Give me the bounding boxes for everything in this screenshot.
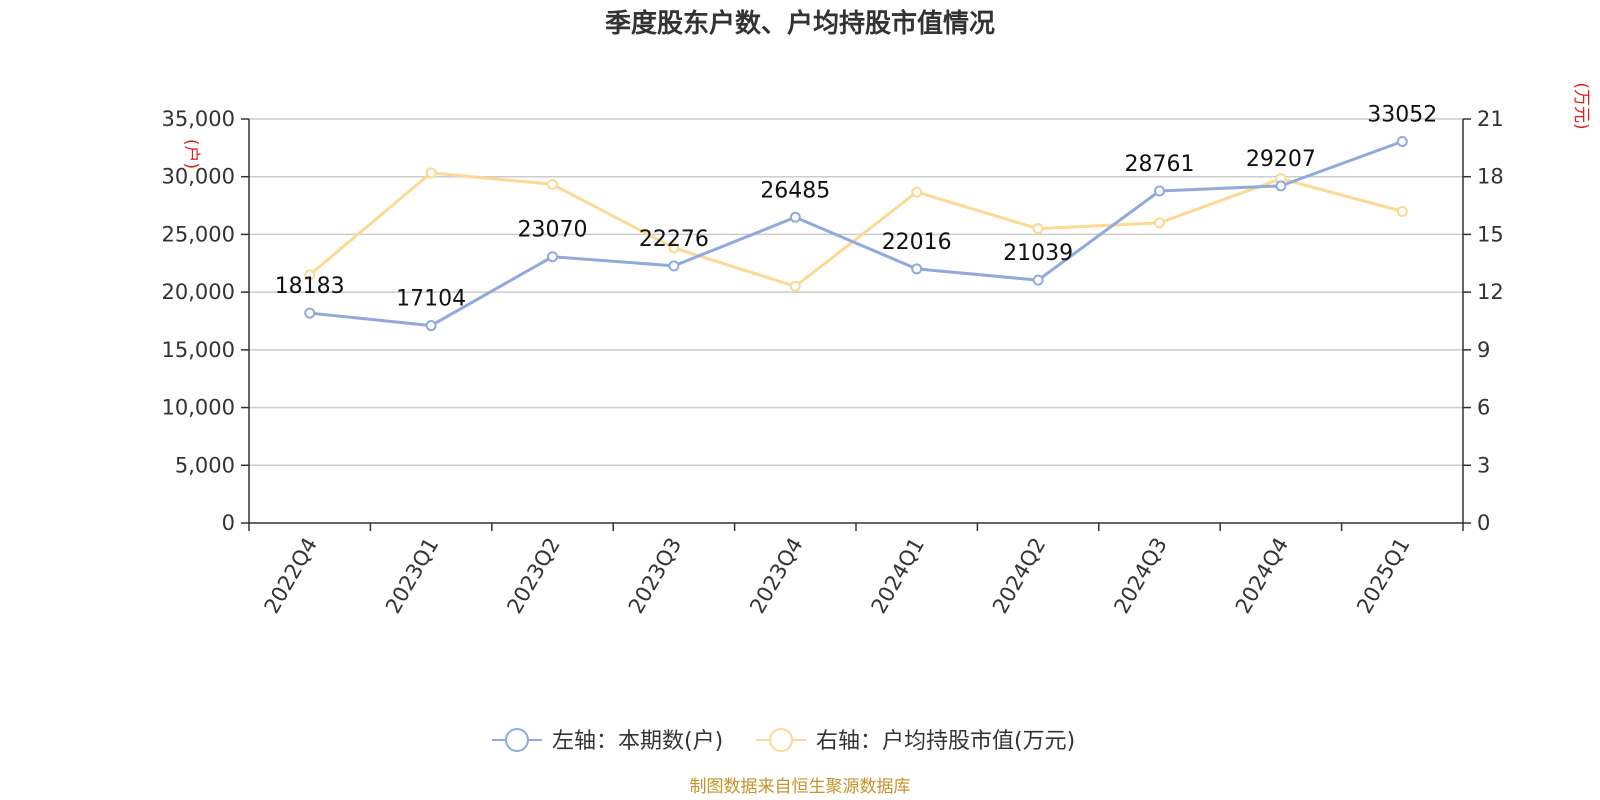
left-tick-label: 10,000 xyxy=(162,396,235,420)
legend: 左轴：本期数(户) 右轴：户均持股市值(万元) xyxy=(492,728,1075,754)
data-label: 22276 xyxy=(639,227,709,252)
left-series-point xyxy=(911,263,923,275)
right-tick-label: 6 xyxy=(1477,396,1490,420)
data-label: 18183 xyxy=(275,274,345,299)
left-series-point xyxy=(1396,135,1408,147)
left-series-point xyxy=(1032,274,1044,286)
left-series-point xyxy=(425,320,437,332)
left-series-line xyxy=(309,140,1403,328)
right-series-point xyxy=(789,280,801,292)
right-series-point xyxy=(911,186,923,198)
right-tick-label: 0 xyxy=(1477,511,1490,535)
data-label: 28761 xyxy=(1125,152,1195,177)
right-series-point xyxy=(1154,217,1165,229)
left-tick-label: 25,000 xyxy=(162,222,235,246)
data-label: 17104 xyxy=(396,287,466,312)
right-series-point xyxy=(425,167,437,179)
right-series-point xyxy=(304,269,316,281)
left-tick-label: 0 xyxy=(222,511,235,535)
left-series-point xyxy=(547,251,558,263)
left-tick-label: 30,000 xyxy=(162,165,235,189)
left-series-point xyxy=(304,307,316,319)
x-tick-label: 2025Q1 xyxy=(1352,534,1414,618)
chart-title: 季度股东户数、户均持股市值情况 xyxy=(605,8,995,39)
right-tick-label: 21 xyxy=(1477,107,1504,131)
x-tick-label: 2022Q4 xyxy=(260,534,322,618)
data-label: 29207 xyxy=(1246,147,1316,172)
data-labels: 18183 17104 23070 22276 26485 22016 21039 28761… xyxy=(275,102,1438,311)
right-series-point xyxy=(668,242,680,254)
right-tick-label: 3 xyxy=(1477,453,1490,477)
right-series-line xyxy=(308,171,1403,288)
left-series-point xyxy=(1275,180,1287,192)
left-series-point xyxy=(1154,185,1165,197)
x-tick-label: 2024Q4 xyxy=(1231,534,1293,618)
data-label: 23070 xyxy=(518,218,588,243)
left-tick-label: 35,000 xyxy=(162,107,235,131)
x-tick-label: 2023Q1 xyxy=(381,534,443,618)
x-tick-label: 2024Q1 xyxy=(867,534,929,618)
legend-item-left-series[interactable]: 左轴：本期数(户) xyxy=(492,728,723,754)
x-tick-label: 2024Q3 xyxy=(1109,534,1171,618)
right-tick-label: 15 xyxy=(1477,222,1504,246)
right-tick-label: 18 xyxy=(1477,165,1504,189)
right-series-point xyxy=(547,178,558,190)
right-series-point xyxy=(1032,223,1044,235)
data-source-note: 制图数据来自恒生聚源数据库 xyxy=(690,777,911,797)
x-tick-label: 2023Q3 xyxy=(624,534,686,618)
legend-label-left-series: 左轴：本期数(户) xyxy=(552,729,723,754)
left-tick-label: 15,000 xyxy=(162,338,235,362)
right-axis-unit: (万元) xyxy=(1571,82,1591,129)
grid-lines xyxy=(249,118,1463,467)
x-tick-label: 2023Q4 xyxy=(745,534,807,618)
right-tick-label: 9 xyxy=(1477,338,1490,362)
left-series-point xyxy=(789,211,801,223)
x-tick-label: 2024Q2 xyxy=(988,534,1050,618)
left-axis-unit: (户) xyxy=(181,139,201,169)
right-series-point xyxy=(1396,205,1408,217)
data-label: 26485 xyxy=(760,178,830,203)
data-label: 22016 xyxy=(882,230,952,255)
data-label: 21039 xyxy=(1003,241,1073,266)
right-tick-label: 12 xyxy=(1477,280,1504,304)
left-tick-label: 20,000 xyxy=(162,280,235,304)
legend-marker-left-series xyxy=(505,728,529,752)
legend-label-right-series: 右轴：户均持股市值(万元) xyxy=(816,729,1075,754)
legend-item-right-series[interactable]: 右轴：户均持股市值(万元) xyxy=(756,728,1075,754)
x-tick-label: 2023Q2 xyxy=(502,534,564,618)
series xyxy=(304,135,1408,332)
legend-marker-right-series xyxy=(769,728,793,752)
data-label: 33052 xyxy=(1367,102,1437,127)
left-series-point xyxy=(668,260,680,272)
left-tick-label: 5,000 xyxy=(175,453,235,477)
